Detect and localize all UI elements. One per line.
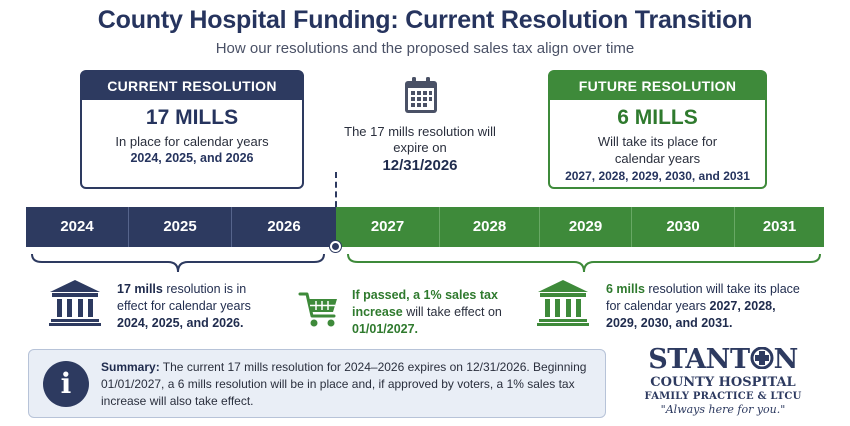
- note-right-bold: 6 mills: [606, 282, 645, 296]
- timeline-future: 2027 2028 2029 2030 2031: [336, 207, 824, 247]
- timeline-year: 2028: [440, 207, 540, 247]
- timeline-year: 2024: [26, 207, 129, 247]
- logo-line2: FAMILY PRACTICE & LTCU: [644, 391, 802, 402]
- current-resolution-header: CURRENT RESOLUTION: [82, 72, 302, 100]
- sales-tax-note: If passed, a 1% sales tax increase will …: [352, 287, 512, 338]
- current-card-text: In place for calendar years: [115, 134, 269, 149]
- transition-marker: [330, 241, 341, 252]
- expiry-date: 12/31/2026: [382, 157, 458, 174]
- note-mid-bold: If passed, a 1% sales tax increase: [352, 288, 498, 319]
- timeline-year: 2026: [267, 218, 301, 235]
- summary-text: Summary: The current 17 mills resolution…: [101, 359, 597, 410]
- shopping-cart-icon: [298, 292, 337, 327]
- timeline-year: 2031: [762, 218, 797, 235]
- current-resolution-card: CURRENT RESOLUTION 17 MILLS In place for…: [80, 70, 304, 189]
- timeline-year: 2025: [129, 207, 232, 247]
- current-period-brace: [31, 253, 325, 273]
- current-card-years: 2024, 2025, and 2026: [130, 151, 254, 165]
- future-period-note: 6 mills resolution will take its place f…: [606, 281, 806, 332]
- future-mills: 6 MILLS: [617, 106, 698, 129]
- future-resolution-header: FUTURE RESOLUTION: [550, 72, 765, 100]
- current-mills: 17 MILLS: [145, 106, 239, 129]
- future-resolution-card: FUTURE RESOLUTION 6 MILLS Will take its …: [548, 70, 767, 189]
- bank-building-icon: [537, 280, 589, 326]
- page-subtitle: How our resolutions and the proposed sal…: [215, 40, 635, 57]
- timeline-current: 2024 2025 2026: [26, 207, 336, 247]
- page-title: County Hospital Funding: Current Resolut…: [97, 6, 753, 34]
- logo-cross-icon: [750, 346, 774, 370]
- future-period-brace: [347, 253, 821, 273]
- note-right-years: 2027, 2028, 2029, 2030, and 2031.: [606, 299, 776, 330]
- calendar-icon: [405, 77, 437, 113]
- note-mid-text: will take effect on: [402, 305, 502, 319]
- logo-wordmark: STANT N: [648, 344, 798, 375]
- summary-box: i Summary: The current 17 mills resoluti…: [28, 349, 606, 418]
- info-icon: i: [43, 361, 89, 407]
- timeline-year: 2027: [336, 207, 440, 247]
- note-right-text: resolution will take its place for calen…: [606, 282, 800, 313]
- note-left-text: resolution is in effect for calendar yea…: [117, 282, 251, 313]
- future-card-years: 2027, 2028, 2029, 2030, and 2031: [565, 169, 750, 183]
- timeline-year: 2029: [540, 207, 632, 247]
- future-card-text: Will take its place for calendar years: [597, 134, 718, 166]
- logo-tagline: "Always here for you.": [660, 403, 786, 416]
- timeline-year: 2030: [632, 207, 735, 247]
- hospital-logo: STANT N COUNTY HOSPITAL FAMILY PRACTICE &…: [638, 345, 808, 423]
- expiry-text: The 17 mills resolution will expire on: [344, 124, 496, 155]
- note-left-years: 2024, 2025, and 2026.: [117, 316, 244, 330]
- current-period-note: 17 mills resolution is in effect for cal…: [117, 281, 277, 332]
- summary-label: Summary:: [101, 360, 160, 374]
- bank-building-icon: [49, 280, 101, 326]
- logo-line1: COUNTY HOSPITAL: [650, 375, 796, 390]
- summary-body: The current 17 mills resolution for 2024…: [101, 360, 587, 408]
- note-left-bold: 17 mills: [117, 282, 163, 296]
- note-mid-date: 01/01/2027.: [352, 322, 419, 336]
